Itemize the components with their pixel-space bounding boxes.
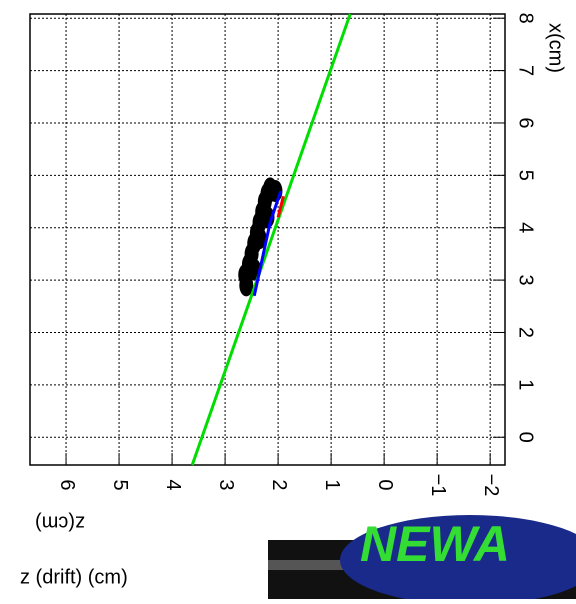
y-tick-label: 3 bbox=[515, 275, 537, 286]
line bbox=[192, 14, 350, 465]
x-tick-label: 4 bbox=[162, 479, 184, 490]
y-tick-label: 8 bbox=[515, 13, 537, 24]
banner-stripe bbox=[268, 560, 348, 570]
x-tick-label: −2 bbox=[480, 474, 502, 497]
x-tick-label: −1 bbox=[427, 474, 449, 497]
y-tick-label: 1 bbox=[515, 379, 537, 390]
x-axis-label: z(cm) bbox=[35, 512, 85, 534]
y-tick-label: 0 bbox=[515, 432, 537, 443]
plot-area: 6 5 4 3 2 1 0 −1 −2 0 1 2 3 4 5 6 7 8 x(cm) z(cm) bbox=[30, 13, 567, 534]
y-tick-label: 5 bbox=[515, 170, 537, 181]
caption: z (drift) (cm) bbox=[20, 566, 128, 588]
banner: NEWA bbox=[268, 515, 576, 599]
banner-text: NEWA bbox=[360, 516, 510, 572]
y-axis-label: x(cm) bbox=[545, 23, 567, 73]
y-tick-label: 4 bbox=[515, 222, 537, 233]
x-tick-label: 3 bbox=[215, 479, 237, 490]
x-tick-label: 2 bbox=[268, 479, 290, 490]
y-tick-label: 2 bbox=[515, 327, 537, 338]
y-tick-label: 7 bbox=[515, 65, 537, 76]
chart: 6 5 4 3 2 1 0 −1 −2 0 1 2 3 4 5 6 7 8 x(cm) z(cm) z (drift)… bbox=[0, 0, 576, 599]
x-tick-label: 0 bbox=[374, 479, 396, 490]
x-tick-label: 5 bbox=[109, 479, 131, 490]
y-tick-label: 6 bbox=[515, 117, 537, 128]
x-tick-label: 6 bbox=[56, 479, 78, 490]
x-tick-label: 1 bbox=[321, 479, 343, 490]
